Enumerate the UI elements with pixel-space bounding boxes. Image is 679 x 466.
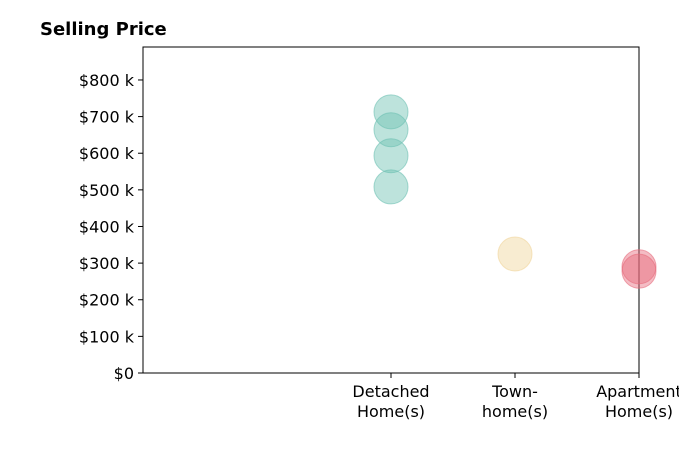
chart-title: Selling Price <box>40 19 167 40</box>
x-tick-label: Detached Home(s) <box>352 382 429 421</box>
y-tick-label: $600 k <box>79 144 135 163</box>
x-tick-label: Apartment Home(s) <box>596 382 679 421</box>
point <box>373 112 409 148</box>
y-tick-label: $800 k <box>79 71 135 90</box>
point <box>373 138 409 174</box>
y-tick-label: $700 k <box>79 108 135 127</box>
y-tick-label: $400 k <box>79 217 135 236</box>
point <box>621 253 657 289</box>
y-tick-label: $300 k <box>79 254 135 273</box>
x-tick-label: Town-home(s) <box>482 382 548 421</box>
point <box>621 249 657 285</box>
y-tick-label: $0 <box>114 364 134 383</box>
point <box>497 236 533 272</box>
point <box>373 169 409 205</box>
y-tick-label: $100 k <box>79 327 135 346</box>
y-tick-label: $500 k <box>79 181 135 200</box>
point <box>373 94 409 130</box>
y-tick-label: $200 k <box>79 291 135 310</box>
